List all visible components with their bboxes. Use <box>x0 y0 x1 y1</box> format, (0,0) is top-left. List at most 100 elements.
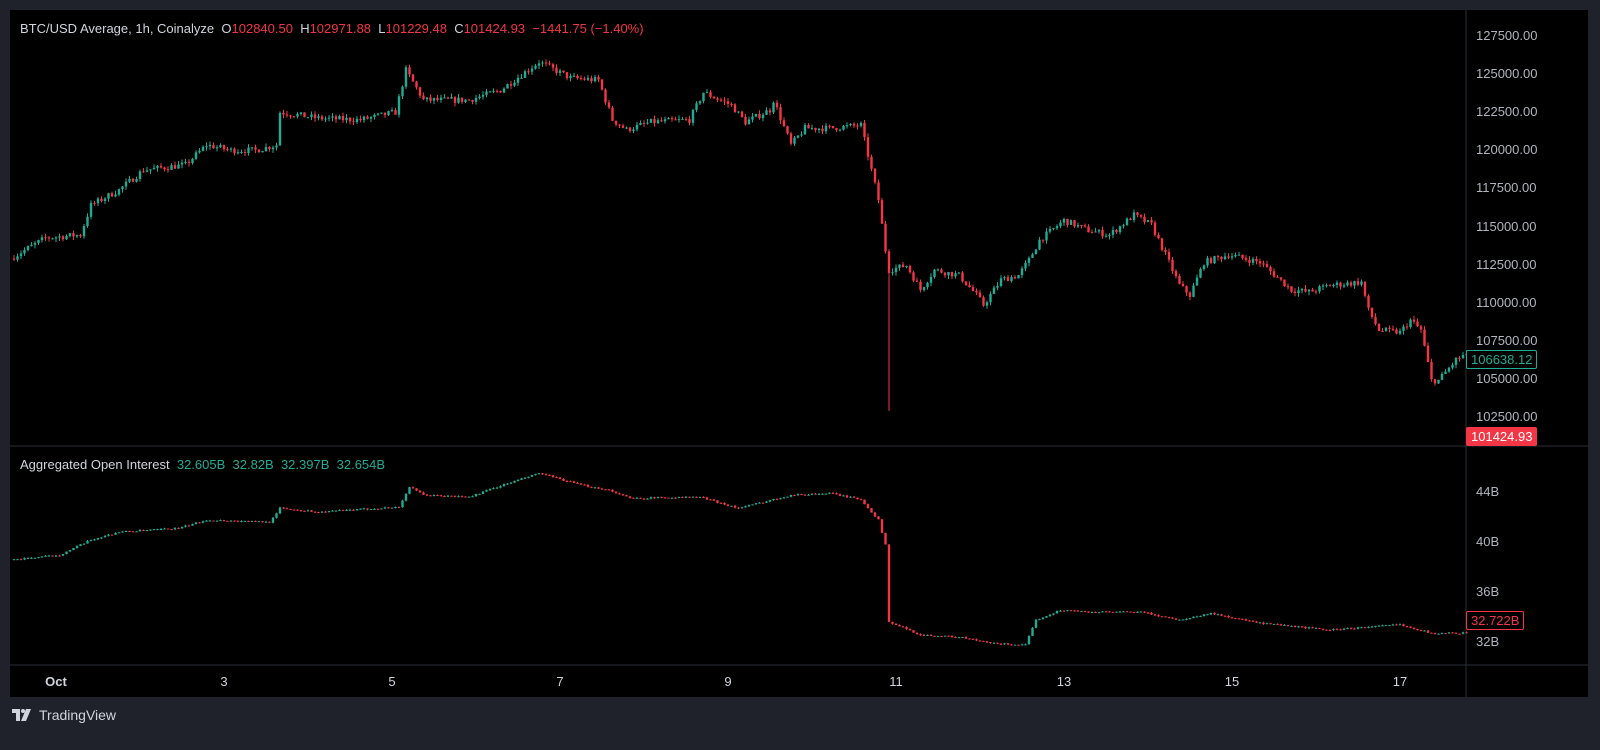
oi-candle <box>985 641 989 643</box>
oi-candle <box>429 495 432 497</box>
oi-candle <box>1423 630 1426 632</box>
price-candle <box>205 146 208 148</box>
oi-candle <box>1069 610 1073 612</box>
oi-candle <box>89 540 93 542</box>
oi-candle <box>887 544 891 622</box>
price-candle <box>397 96 401 115</box>
price-candle <box>600 79 604 90</box>
price-candle <box>418 87 422 96</box>
price-candle <box>1006 277 1010 282</box>
oi-candle <box>240 521 243 523</box>
price-candle <box>1353 281 1356 286</box>
price-axis-label: 105000.00 <box>1476 370 1538 386</box>
price-candle <box>142 171 145 173</box>
oi-title[interactable]: Aggregated Open Interest <box>20 457 170 472</box>
price-candle <box>89 202 93 217</box>
oi-candle <box>1024 644 1027 646</box>
price-candle <box>135 178 138 182</box>
price-candle <box>82 226 86 237</box>
price-candle <box>16 256 19 260</box>
price-candle <box>842 125 845 130</box>
price-candle <box>562 70 565 73</box>
price-candle <box>1220 257 1223 260</box>
oi-candle <box>93 539 96 541</box>
oi-candle <box>184 525 187 527</box>
oi-candle <box>922 634 926 636</box>
price-candle <box>793 137 796 144</box>
price-candle <box>838 129 842 131</box>
oi-candle <box>646 498 649 500</box>
oi-candle <box>1437 633 1440 635</box>
oi-candle <box>1244 619 1248 621</box>
price-candle <box>863 122 866 138</box>
oi-candle <box>1188 618 1192 620</box>
oi-candle <box>114 533 117 535</box>
oi-candle <box>306 510 310 512</box>
oi-candle <box>1129 611 1132 613</box>
oi-candle <box>107 534 110 536</box>
oi-candle <box>527 476 530 478</box>
price-candle <box>1066 218 1069 225</box>
price-candle <box>982 297 985 306</box>
price-candle <box>201 146 205 151</box>
price-candle <box>950 271 954 277</box>
oi-candle <box>583 484 586 486</box>
oi-candle <box>394 507 397 509</box>
price-candle <box>674 119 677 121</box>
price-candle <box>411 74 415 82</box>
price-candle <box>145 170 149 172</box>
oi-candle <box>453 495 457 497</box>
price-candle <box>989 294 992 303</box>
oi-candle <box>891 621 894 624</box>
price-candle <box>1391 328 1395 330</box>
price-candle <box>460 97 464 102</box>
oi-candle <box>355 509 359 511</box>
tradingview-logo[interactable]: TradingView <box>12 707 116 723</box>
price-candle <box>835 128 838 131</box>
oi-candle <box>555 477 558 479</box>
price-axis-label: 102500.00 <box>1476 409 1538 424</box>
price-candle <box>726 101 730 104</box>
price-candle <box>1293 291 1297 294</box>
price-candle <box>1349 282 1353 286</box>
price-candle <box>387 111 390 116</box>
oi-candle <box>16 559 19 561</box>
oi-candle <box>177 527 180 529</box>
oi-candle <box>677 496 681 498</box>
oi-candle <box>1440 633 1444 635</box>
price-candle <box>824 125 828 132</box>
oi-candle <box>821 493 824 495</box>
oi-candle <box>187 525 191 527</box>
oi-candle <box>1031 627 1034 636</box>
price-candle <box>992 287 996 295</box>
price-candle <box>1062 218 1066 223</box>
chart-area[interactable]: BTC/USD Average, 1h, Coinalyze O102840.5… <box>10 10 1588 697</box>
price-candle <box>1314 291 1318 293</box>
price-candle <box>1255 258 1258 262</box>
oi-candle <box>628 496 632 498</box>
oi-candle <box>408 487 411 494</box>
oi-candle <box>1332 629 1335 631</box>
price-candle <box>26 246 30 251</box>
oi-candle <box>978 640 982 642</box>
oi-candle <box>681 496 684 498</box>
oi-value: 32.397B <box>280 457 330 472</box>
symbol-title[interactable]: BTC/USD Average, 1h, Coinalyze <box>20 21 215 36</box>
oi-candle <box>912 630 915 633</box>
oi-candle <box>905 627 908 630</box>
chart-canvas[interactable] <box>10 10 1588 697</box>
oi-candle <box>590 486 593 488</box>
oi-candle <box>1048 614 1052 617</box>
high-value: 102971.88 <box>309 21 372 36</box>
price-candle <box>516 77 520 83</box>
price-candle <box>1454 357 1458 365</box>
oi-candle <box>593 487 597 489</box>
oi-candle <box>397 507 401 509</box>
price-candle <box>54 237 58 239</box>
oi-candle <box>464 496 467 498</box>
price-candle <box>541 62 544 64</box>
oi-candle <box>621 494 625 496</box>
price-candle <box>289 115 292 117</box>
oi-candle <box>1328 630 1332 632</box>
oi-candle <box>614 491 618 494</box>
